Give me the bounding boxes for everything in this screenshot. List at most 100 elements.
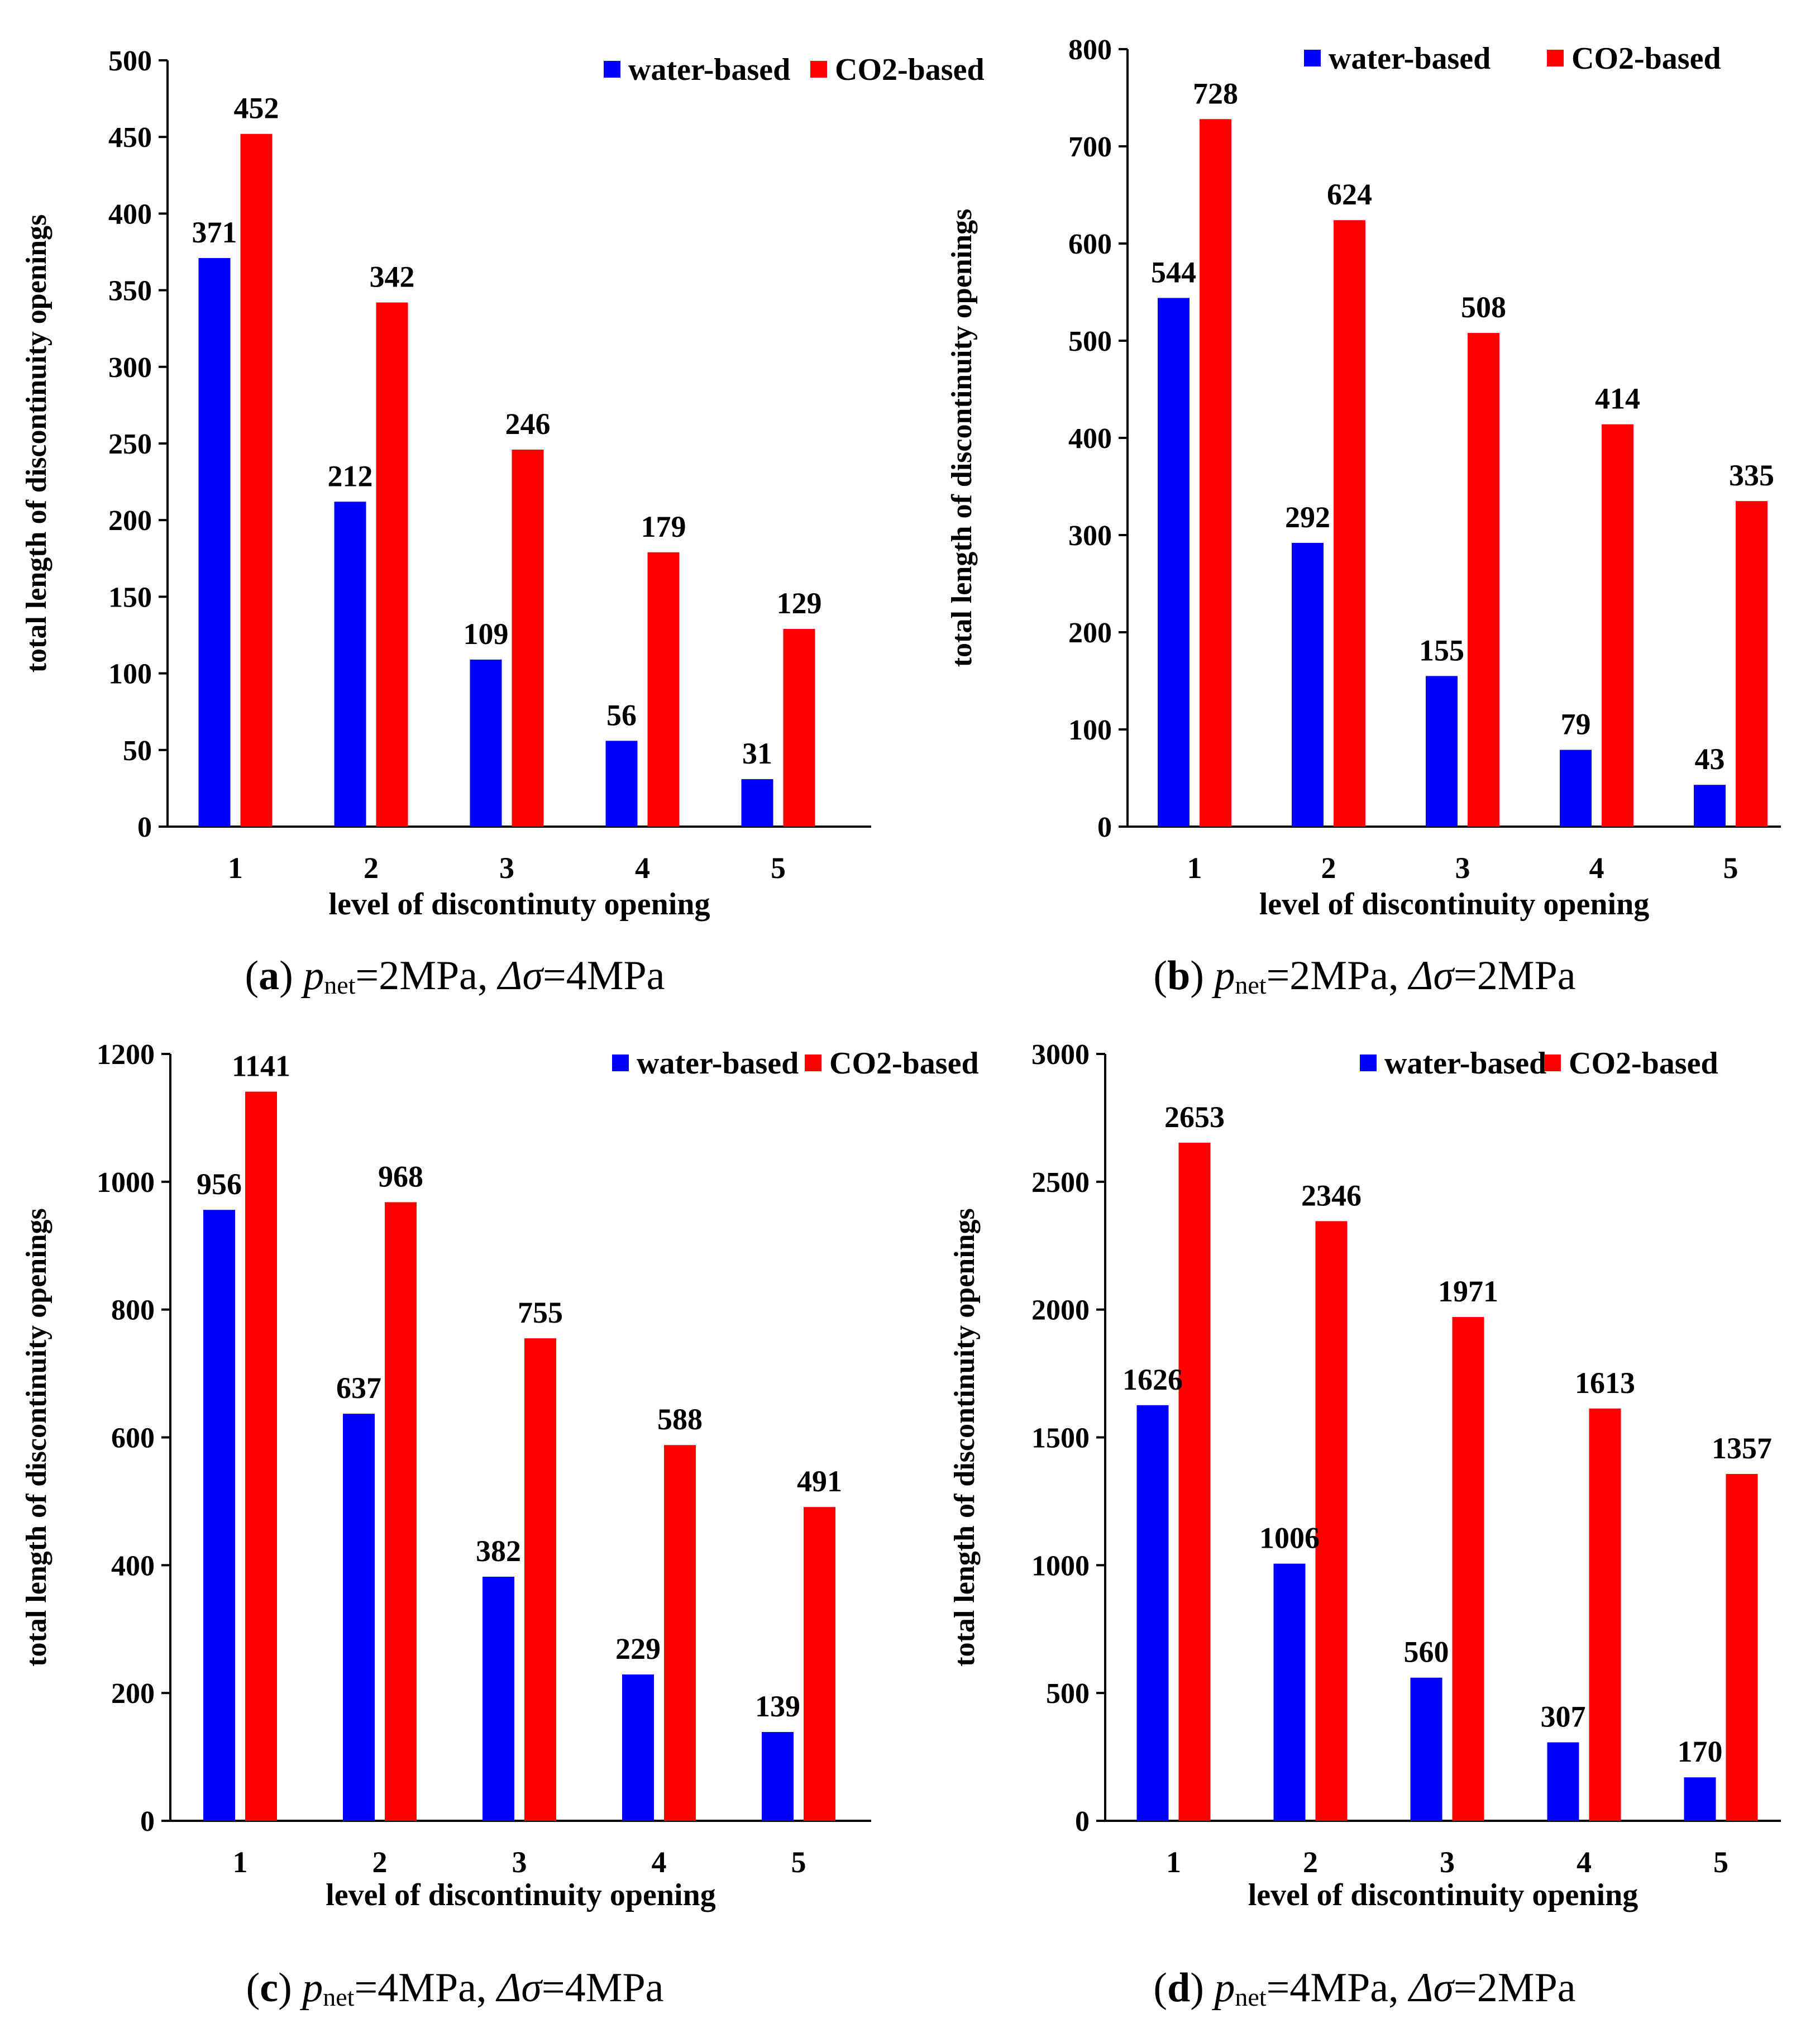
bar-water-b — [1158, 298, 1190, 827]
bar-water-b — [1292, 542, 1324, 827]
y-tick-label-b: 500 — [1068, 326, 1112, 357]
caption-c-p-val: =4MPa, — [354, 1965, 497, 2011]
caption-d-d-val: =2MPa — [1454, 1965, 1576, 2011]
legend-label-water-a: water-based — [628, 53, 790, 87]
x-tick-label-d: 3 — [1440, 1845, 1455, 1879]
data-label-water-a: 31 — [742, 737, 772, 770]
y-tick-label-b: 300 — [1068, 520, 1112, 552]
y-tick-label-a: 450 — [108, 122, 152, 154]
data-label-co2-b: 335 — [1729, 459, 1774, 492]
data-label-water-d: 170 — [1678, 1735, 1723, 1768]
bar-water-c — [762, 1731, 794, 1821]
data-label-water-d: 307 — [1541, 1700, 1586, 1733]
data-label-water-a: 371 — [192, 216, 237, 249]
data-label-co2-a: 452 — [234, 92, 279, 125]
caption-b-letter: b — [1167, 953, 1191, 999]
caption-b-d-val: =2MPa — [1454, 953, 1576, 999]
y-tick-label-b: 700 — [1068, 131, 1112, 163]
bar-co2-d — [1315, 1221, 1348, 1821]
bar-water-c — [343, 1414, 375, 1821]
bar-water-d — [1273, 1563, 1306, 1821]
y-tick-label-a: 100 — [108, 659, 152, 690]
legend-label-water-d: water-based — [1384, 1046, 1546, 1081]
caption-b: (b) pnet=2MPa, Δσ=2MPa — [1153, 953, 1576, 999]
bar-co2-d — [1589, 1408, 1621, 1821]
y-tick-label-b: 100 — [1068, 714, 1112, 746]
y-tick-label-d: 1000 — [1031, 1550, 1090, 1582]
bar-co2-d — [1178, 1142, 1211, 1821]
bar-water-a — [198, 257, 231, 827]
data-label-co2-d: 1971 — [1438, 1275, 1498, 1308]
y-tick-label-d: 2000 — [1031, 1295, 1090, 1327]
data-label-co2-c: 755 — [518, 1296, 563, 1329]
bar-co2-a — [783, 629, 815, 827]
legend-swatch-co2-b — [1547, 50, 1564, 66]
bar-co2-b — [1602, 424, 1633, 827]
y-tick-label-d: 500 — [1046, 1678, 1090, 1710]
bar-co2-d — [1452, 1316, 1484, 1821]
data-label-co2-d: 1613 — [1575, 1366, 1635, 1400]
bar-co2-c — [385, 1202, 417, 1821]
caption-a-p-sub: net — [324, 971, 356, 999]
y-tick-label-b: 0 — [1097, 812, 1112, 843]
y-tick-label-b: 400 — [1068, 423, 1112, 455]
bar-co2-c — [524, 1338, 556, 1821]
legend-label-co2-b: CO2-based — [1571, 41, 1721, 76]
bar-water-a — [470, 659, 502, 827]
data-label-co2-a: 342 — [370, 260, 415, 294]
data-label-water-b: 79 — [1561, 708, 1591, 741]
bar-water-d — [1410, 1677, 1442, 1821]
data-label-co2-a: 179 — [641, 510, 686, 543]
caption-b-p-val: =2MPa, — [1266, 953, 1410, 999]
caption-b-d-var: Δσ — [1409, 953, 1454, 999]
bar-co2-c — [245, 1091, 277, 1821]
bar-co2-b — [1334, 220, 1365, 827]
y-tick-label-b: 800 — [1068, 34, 1112, 66]
y-tick-label-a: 150 — [108, 581, 152, 613]
bar-water-c — [622, 1674, 654, 1821]
chart-b: 0 100 200 300 400 500 600 700 800 544 728 1 292 624 2 1… — [946, 34, 1781, 922]
data-label-water-a: 212 — [328, 459, 373, 493]
chart-d: 0500100015002000250030001626265311006234… — [949, 1039, 1781, 1912]
bar-co2-c — [664, 1445, 696, 1821]
data-label-co2-b: 414 — [1595, 382, 1640, 416]
bar-water-c — [483, 1576, 514, 1821]
y-tick-label-c: 600 — [111, 1423, 155, 1454]
data-label-co2-b: 624 — [1327, 178, 1372, 211]
legend-label-co2-a: CO2-based — [835, 53, 985, 87]
y-tick-label-d: 0 — [1075, 1806, 1090, 1838]
caption-a-p-val: =2MPa, — [355, 953, 499, 999]
bar-water-d — [1684, 1777, 1716, 1821]
caption-d-p-val: =4MPa, — [1266, 1965, 1410, 2011]
data-label-water-c: 139 — [755, 1690, 800, 1723]
x-axis-title-a: level of discontinuty opening — [329, 887, 710, 922]
data-label-water-d: 1006 — [1259, 1521, 1320, 1555]
x-tick-label-c: 3 — [512, 1845, 527, 1879]
y-tick-label-a: 0 — [137, 812, 152, 843]
legend-swatch-water-d — [1360, 1055, 1377, 1071]
data-label-water-b: 155 — [1419, 633, 1464, 667]
x-axis-title-d: level of discontinuity opening — [1248, 1878, 1639, 1912]
caption-a: (a) pnet=2MPa, Δσ=4MPa — [245, 953, 665, 999]
legend-swatch-water-c — [612, 1055, 629, 1071]
bar-water-b — [1426, 676, 1458, 827]
x-tick-label-d: 4 — [1577, 1845, 1592, 1879]
x-tick-label-d: 2 — [1303, 1845, 1318, 1879]
y-tick-label-a: 200 — [108, 505, 152, 537]
y-tick-label-d: 2500 — [1031, 1167, 1090, 1199]
caption-c-p-var: p — [302, 1965, 323, 2011]
data-label-water-d: 560 — [1404, 1635, 1449, 1669]
caption-a-d-val: =4MPa — [542, 953, 665, 999]
x-tick-label-c: 1 — [233, 1845, 248, 1879]
y-tick-label-a: 350 — [108, 275, 152, 307]
y-tick-label-c: 400 — [111, 1550, 155, 1582]
legend-swatch-water-b — [1304, 50, 1321, 66]
bar-co2-b — [1468, 333, 1499, 827]
y-axis-title-d: total length of discontinuity openings — [949, 1208, 981, 1667]
x-tick-label-a: 3 — [499, 851, 514, 885]
y-tick-label-c: 1200 — [97, 1039, 155, 1071]
bar-co2-a — [376, 302, 408, 827]
caption-d-d-var: Δσ — [1409, 1965, 1454, 2011]
bar-water-a — [605, 741, 638, 827]
data-label-water-d: 1626 — [1122, 1363, 1183, 1396]
